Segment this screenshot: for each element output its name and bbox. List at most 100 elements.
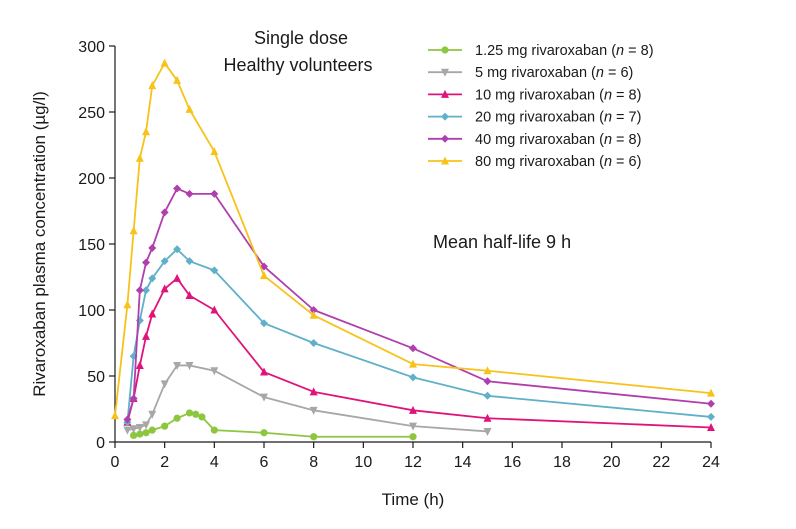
series-line (127, 364, 488, 433)
series-0 (130, 409, 417, 441)
data-point (409, 422, 417, 431)
y-tick-label: 0 (96, 435, 105, 452)
legend-label-n: n (616, 43, 624, 59)
legend-label-rest: = 6) (604, 65, 633, 81)
x-ticks: 0 2 4 6 8 10 12 14 16 18 20 22 24 (111, 442, 720, 471)
data-point (707, 412, 715, 421)
legend-swatch-marker (441, 156, 449, 165)
legend-swatch-marker (441, 112, 449, 121)
data-point (185, 104, 194, 113)
data-point (309, 339, 318, 347)
data-point (409, 359, 417, 368)
annotation-single-dose: Single dose (254, 28, 348, 48)
legend-label-main: 5 mg rivaroxaban ( (475, 65, 596, 81)
legend-label-rest: = 6) (612, 154, 641, 170)
x-tick-label: 4 (210, 454, 219, 471)
series-line (126, 187, 712, 420)
axes (114, 46, 711, 443)
x-tick-label: 20 (603, 454, 621, 471)
data-point (198, 413, 206, 421)
legend-item: 80 mg rivaroxaban (n = 6) (428, 154, 641, 170)
legend-swatch-marker (441, 46, 449, 54)
data-point (260, 367, 268, 376)
data-point (123, 300, 132, 309)
data-point (192, 410, 200, 418)
data-point (309, 306, 318, 314)
data-point (260, 429, 268, 437)
series-layer (111, 58, 715, 441)
data-point (148, 309, 157, 318)
legend-label: 1.25 mg rivaroxaban (n = 8) (475, 43, 654, 59)
x-tick-label: 0 (111, 454, 120, 471)
annotation-healthy-volunteers: Healthy volunteers (223, 55, 372, 75)
data-point (260, 393, 268, 402)
data-point (409, 405, 417, 414)
data-point (260, 319, 268, 328)
legend-item: 10 mg rivaroxaban (n = 8) (428, 87, 641, 103)
x-tick-label: 6 (260, 454, 269, 471)
legend-swatch-marker (441, 89, 449, 98)
legend-label-n: n (596, 65, 604, 81)
x-tick-label: 14 (454, 454, 472, 471)
data-point (483, 366, 492, 375)
data-point (142, 258, 151, 267)
data-point (173, 361, 182, 370)
legend-label: 40 mg rivaroxaban (n = 8) (475, 132, 641, 148)
data-point (148, 410, 157, 419)
series-3 (123, 245, 715, 427)
y-tick-label: 200 (78, 171, 105, 188)
data-point (160, 208, 169, 217)
y-tick-label: 300 (78, 39, 105, 56)
data-point (173, 273, 182, 282)
y-axis-title: Rivaroxaban plasma concentration (µg/l) (30, 91, 49, 397)
data-point (210, 426, 218, 434)
x-tick-label: 18 (553, 454, 571, 471)
y-tick-label: 50 (87, 369, 105, 386)
data-point (409, 433, 417, 441)
x-tick-label: 24 (702, 454, 720, 471)
data-point (142, 286, 151, 295)
y-ticks: 0 50 100 150 200 250 300 (78, 39, 115, 452)
data-point (148, 426, 156, 434)
data-point (309, 406, 318, 415)
legend-label-main: 80 mg rivaroxaban ( (475, 154, 604, 170)
data-point (210, 367, 219, 376)
data-point (173, 245, 182, 254)
data-point (185, 257, 194, 266)
annotation-half-life: Mean half-life 9 h (433, 232, 571, 252)
data-point (173, 75, 182, 84)
x-tick-label: 2 (160, 454, 169, 471)
data-point (148, 274, 157, 283)
data-point (483, 391, 492, 400)
y-tick-label: 250 (78, 105, 105, 122)
x-tick-label: 10 (354, 454, 372, 471)
data-point (173, 414, 181, 422)
data-point (185, 361, 194, 370)
data-point (135, 153, 144, 162)
legend-item: 5 mg rivaroxaban (n = 6) (428, 65, 633, 81)
data-point (142, 421, 151, 430)
legend-label: 5 mg rivaroxaban (n = 6) (475, 65, 633, 81)
data-point (409, 373, 417, 382)
data-point (123, 415, 132, 424)
legend-label-rest: = 8) (624, 43, 653, 59)
legend-label-rest: = 8) (612, 87, 641, 103)
data-point (483, 413, 492, 422)
x-tick-label: 8 (309, 454, 318, 471)
legend-label-main: 40 mg rivaroxaban ( (475, 132, 604, 148)
legend-item: 20 mg rivaroxaban (n = 7) (428, 110, 641, 126)
legend-label: 10 mg rivaroxaban (n = 8) (475, 87, 641, 103)
data-point (210, 305, 219, 314)
series-line (126, 248, 712, 423)
data-point (409, 344, 417, 353)
data-point (483, 427, 492, 436)
data-point (135, 423, 144, 432)
data-point (707, 422, 715, 431)
data-point (185, 290, 194, 299)
data-point (142, 331, 151, 340)
legend-swatch-marker (441, 134, 449, 143)
series-5 (111, 58, 715, 420)
data-point (483, 377, 492, 386)
series-1 (123, 361, 492, 436)
